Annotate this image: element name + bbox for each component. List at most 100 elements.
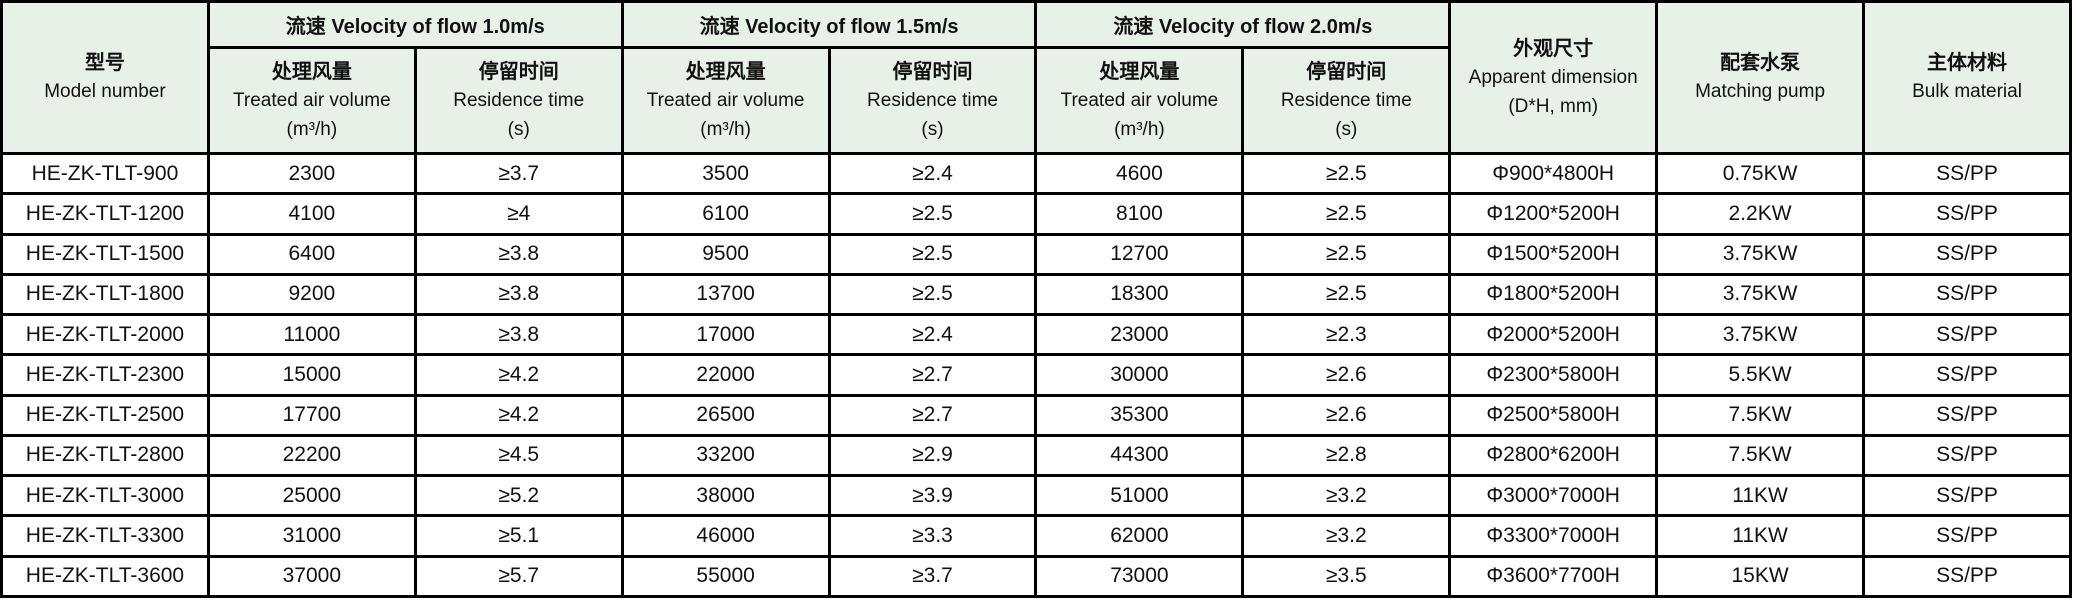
cell-dimension: Φ1200*5200H xyxy=(1448,192,1659,236)
cell-model: HE-ZK-TLT-2000 xyxy=(0,313,210,357)
cell-v20-air: 8100 xyxy=(1034,192,1245,236)
cell-model: HE-ZK-TLT-1800 xyxy=(0,272,210,317)
cell-v10-res: ≥4.5 xyxy=(413,433,624,478)
cell-v10-res: ≥4.2 xyxy=(413,393,624,437)
cell-v10-air: 11000 xyxy=(206,313,417,357)
cell-v20-res: ≥3.2 xyxy=(1241,514,1452,558)
cell-v20-res: ≥2.5 xyxy=(1241,192,1452,236)
cell-v20-air: 44300 xyxy=(1034,433,1245,478)
cell-model: HE-ZK-TLT-3600 xyxy=(0,554,210,599)
cell-v15-res: ≥2.5 xyxy=(827,192,1038,236)
cell-v10-air: 15000 xyxy=(206,353,417,397)
cell-v20-res: ≥2.3 xyxy=(1241,313,1452,357)
header-model-number: 型号 Model number xyxy=(0,0,210,155)
header-model-en: Model number xyxy=(44,81,166,103)
cell-v15-air: 55000 xyxy=(620,554,831,599)
header-residence-time-2: 停留时间 Residence time (s) xyxy=(827,46,1038,155)
table-row: HE-ZK-TLT-2000 11000 ≥3.8 17000 ≥2.4 23000 ≥2.… xyxy=(0,313,2072,357)
cell-material: SS/PP xyxy=(1862,272,2072,317)
cell-v10-air: 2300 xyxy=(206,151,417,196)
table-row: HE-ZK-TLT-2800 22200 ≥4.5 33200 ≥2.9 44300 ≥2.… xyxy=(0,433,2072,478)
cell-pump: 7.5KW xyxy=(1655,393,1866,437)
header-residence-unit: (s) xyxy=(1335,118,1358,140)
cell-v20-air: 35300 xyxy=(1034,393,1245,437)
header-dimension-unit: (D*H, mm) xyxy=(1508,95,1599,117)
header-residence-time-3: 停留时间 Residence time (s) xyxy=(1241,46,1452,155)
cell-v15-res: ≥2.5 xyxy=(827,232,1038,276)
cell-v15-air: 22000 xyxy=(620,353,831,397)
cell-v10-res: ≥3.8 xyxy=(413,313,624,357)
cell-v15-air: 26500 xyxy=(620,393,831,437)
cell-v20-air: 73000 xyxy=(1034,554,1245,599)
cell-model: HE-ZK-TLT-3300 xyxy=(0,514,210,558)
cell-v15-res: ≥2.7 xyxy=(827,353,1038,397)
header-treated-air-volume-3: 处理风量 Treated air volume (m³/h) xyxy=(1034,46,1245,155)
table-row: HE-ZK-TLT-1800 9200 ≥3.8 13700 ≥2.5 18300 ≥2.5… xyxy=(0,272,2072,317)
cell-pump: 2.2KW xyxy=(1655,192,1866,236)
cell-v15-air: 6100 xyxy=(620,192,831,236)
cell-v20-res: ≥3.5 xyxy=(1241,554,1452,599)
cell-v10-air: 17700 xyxy=(206,393,417,437)
header-group-velocity-1-5-label: 流速 Velocity of flow 1.5m/s xyxy=(699,16,959,38)
header-treated-unit: (m³/h) xyxy=(700,118,751,140)
header-pump-zh: 配套水泵 xyxy=(1720,52,1801,75)
cell-dimension: Φ3600*7700H xyxy=(1448,554,1659,599)
cell-v20-air: 30000 xyxy=(1034,353,1245,397)
cell-dimension: Φ2300*5800H xyxy=(1448,353,1659,397)
cell-v10-air: 25000 xyxy=(206,474,417,518)
header-group-velocity-1-5: 流速 Velocity of flow 1.5m/s xyxy=(620,0,1038,49)
header-treated-air-volume-2: 处理风量 Treated air volume (m³/h) xyxy=(620,46,831,155)
cell-v20-air: 51000 xyxy=(1034,474,1245,518)
table-row: HE-ZK-TLT-3300 31000 ≥5.1 46000 ≥3.3 62000 ≥3.… xyxy=(0,514,2072,558)
cell-v10-air: 37000 xyxy=(206,554,417,599)
cell-material: SS/PP xyxy=(1862,433,2072,478)
cell-v15-res: ≥2.4 xyxy=(827,313,1038,357)
cell-material: SS/PP xyxy=(1862,393,2072,437)
header-treated-en: Treated air volume xyxy=(232,90,391,111)
cell-v20-air: 12700 xyxy=(1034,232,1245,276)
header-bulk-material: 主体材料 Bulk material xyxy=(1862,0,2072,155)
cell-pump: 3.75KW xyxy=(1655,313,1866,357)
header-pump-en: Matching pump xyxy=(1695,81,1826,103)
header-apparent-dimension: 外观尺寸 Apparent dimension (D*H, mm) xyxy=(1448,0,1659,155)
cell-pump: 0.75KW xyxy=(1655,151,1866,196)
cell-v10-res: ≥3.8 xyxy=(413,232,624,276)
header-treated-unit: (m³/h) xyxy=(286,118,338,140)
cell-v20-air: 62000 xyxy=(1034,514,1245,558)
cell-dimension: Φ2000*5200H xyxy=(1448,313,1659,357)
cell-v15-res: ≥2.5 xyxy=(827,272,1038,317)
header-residence-unit: (s) xyxy=(921,118,944,140)
cell-v10-res: ≥3.8 xyxy=(413,272,624,317)
cell-v20-res: ≥3.2 xyxy=(1241,474,1452,518)
cell-pump: 3.75KW xyxy=(1655,272,1866,317)
table-row: HE-ZK-TLT-3000 25000 ≥5.2 38000 ≥3.9 51000 ≥3.… xyxy=(0,474,2072,518)
table-row: HE-ZK-TLT-1200 4100 ≥4 6100 ≥2.5 8100 ≥2.5 Φ120… xyxy=(0,192,2072,236)
cell-model: HE-ZK-TLT-2300 xyxy=(0,353,210,397)
cell-v15-air: 17000 xyxy=(620,313,831,357)
cell-dimension: Φ2500*5800H xyxy=(1448,393,1659,437)
header-treated-en: Treated air volume xyxy=(646,90,805,111)
cell-pump: 11KW xyxy=(1655,514,1866,558)
cell-material: SS/PP xyxy=(1862,192,2072,236)
cell-pump: 7.5KW xyxy=(1655,433,1866,478)
cell-dimension: Φ1800*5200H xyxy=(1448,272,1659,317)
cell-v15-res: ≥3.9 xyxy=(827,474,1038,518)
cell-dimension: Φ2800*6200H xyxy=(1448,433,1659,478)
header-residence-en: Residence time xyxy=(867,90,998,111)
table-body: HE-ZK-TLT-900 2300 ≥3.7 3500 ≥2.4 4600 ≥2.5 Φ90… xyxy=(0,151,2072,599)
cell-v20-res: ≥2.5 xyxy=(1241,232,1452,276)
cell-v15-air: 46000 xyxy=(620,514,831,558)
table-row: HE-ZK-TLT-900 2300 ≥3.7 3500 ≥2.4 4600 ≥2.5 Φ90… xyxy=(0,151,2072,196)
cell-model: HE-ZK-TLT-2800 xyxy=(0,433,210,478)
header-group-row: 型号 Model number 流速 Velocity of flow 1.0m… xyxy=(0,0,2072,155)
table-row: HE-ZK-TLT-2300 15000 ≥4.2 22000 ≥2.7 30000 ≥2.… xyxy=(0,353,2072,397)
cell-model: HE-ZK-TLT-2500 xyxy=(0,393,210,437)
cell-v15-air: 38000 xyxy=(620,474,831,518)
cell-pump: 5.5KW xyxy=(1655,353,1866,397)
header-residence-zh: 停留时间 xyxy=(1306,61,1387,83)
cell-v20-air: 23000 xyxy=(1034,313,1245,357)
cell-v15-air: 33200 xyxy=(620,433,831,478)
cell-v10-air: 4100 xyxy=(206,192,417,236)
header-group-velocity-1-0: 流速 Velocity of flow 1.0m/s xyxy=(206,0,624,49)
